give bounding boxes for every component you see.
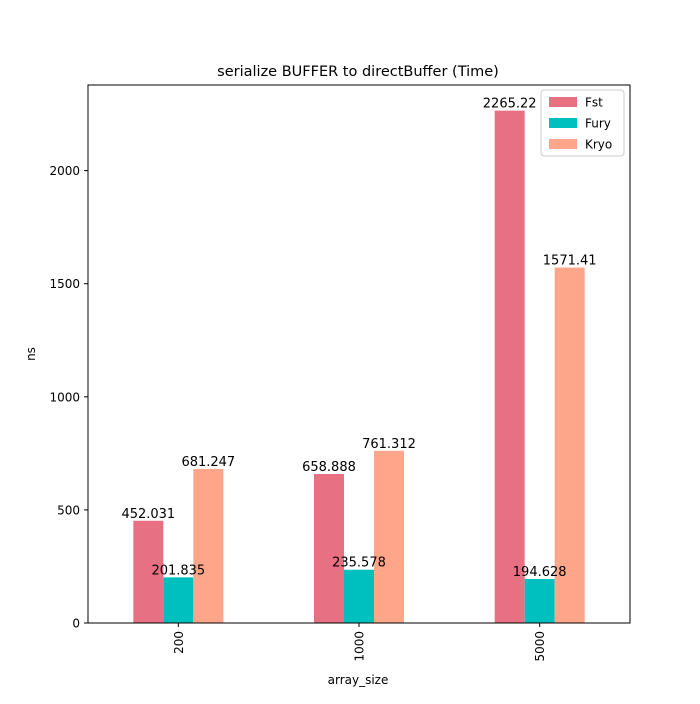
x-tick-label: 5000	[533, 631, 547, 662]
legend-label-kryo: Kryo	[585, 138, 612, 152]
bar-kryo-1000	[374, 450, 404, 623]
bar-fst-1000	[314, 473, 344, 623]
bar-fury-200	[163, 577, 194, 623]
bar-kryo-200	[193, 468, 224, 623]
legend-swatch-fst	[549, 97, 577, 107]
data-label-kryo-200: 681.247	[181, 455, 235, 470]
bar-fst-200	[133, 520, 164, 623]
data-label-fury-200: 201.835	[151, 563, 205, 578]
y-tick-label: 1500	[49, 277, 80, 291]
data-label-fury-1000: 235.578	[332, 556, 386, 571]
y-tick-label: 500	[57, 503, 80, 517]
chart-title: serialize BUFFER to directBuffer (Time)	[217, 64, 499, 80]
data-label-fst-1000: 658.888	[302, 460, 356, 475]
legend-label-fury: Fury	[585, 117, 611, 131]
x-tick-label: 200	[172, 631, 186, 654]
bar-fury-1000	[344, 569, 374, 623]
legend-label-fst: Fst	[585, 96, 603, 110]
data-label-fst-5000: 2265.22	[483, 97, 537, 112]
bar-kryo-5000	[554, 267, 585, 623]
data-label-kryo-5000: 1571.41	[543, 254, 597, 269]
legend-swatch-fury	[549, 118, 577, 128]
data-label-fury-5000: 194.628	[513, 565, 567, 580]
bar-fury-5000	[524, 578, 555, 623]
y-tick-label: 1000	[49, 390, 80, 404]
legend: Fst Fury Kryo	[540, 89, 625, 157]
x-tick-label: 1000	[353, 631, 367, 662]
y-axis-label: ns	[24, 347, 38, 361]
data-label-fst-200: 452.031	[121, 507, 175, 522]
bar-fst-5000	[494, 110, 525, 623]
x-axis-label: array_size	[328, 673, 389, 687]
data-labels-layer: 452.031 201.835 681.247 658.888 235.578 761.3…	[121, 97, 596, 580]
data-label-kryo-1000: 761.312	[362, 437, 416, 452]
y-tick-label: 2000	[49, 164, 80, 178]
bars-layer	[133, 110, 585, 623]
y-tick-label: 0	[72, 617, 80, 631]
axes-layer: 0 500 1000 1500 2000 200 1000 5000	[49, 84, 631, 662]
legend-swatch-kryo	[549, 139, 577, 149]
